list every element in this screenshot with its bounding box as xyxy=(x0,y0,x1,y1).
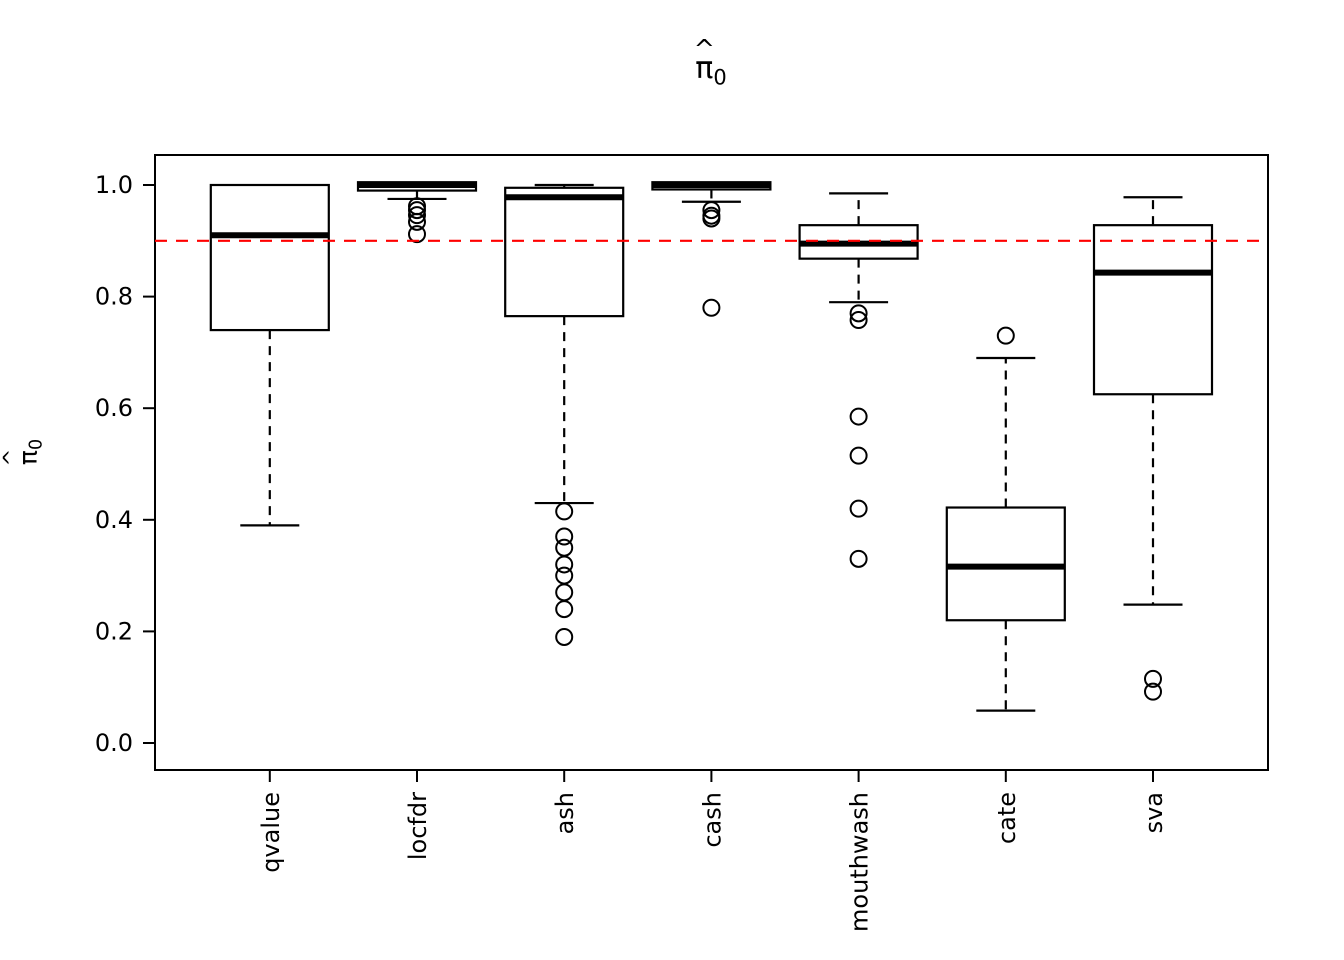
x-tick-label-mouthwash: mouthwash xyxy=(846,792,874,932)
x-axis: qvalue locfdr ash cash mouthwash cate sva xyxy=(257,770,1168,932)
outlier-point xyxy=(702,209,721,228)
y-tick-label: 1.0 xyxy=(95,171,133,199)
boxplot-cash xyxy=(651,181,772,317)
x-tick-label-locfdr: locfdr xyxy=(404,792,432,860)
x-tick-label-sva: sva xyxy=(1140,792,1168,833)
y-tick-label: 0.8 xyxy=(95,283,133,311)
boxplot-sva xyxy=(1092,196,1214,701)
chart-title: ^ π0 xyxy=(694,36,727,90)
outlier-point xyxy=(1144,669,1162,688)
outlier-point xyxy=(849,304,868,323)
pi-symbol: ^ π xyxy=(694,36,715,86)
outlier-point xyxy=(1144,682,1162,701)
pi-symbol: ^ π xyxy=(0,449,42,467)
outlier-point xyxy=(408,225,426,244)
plot-border xyxy=(154,154,1269,771)
outlier-point xyxy=(849,311,868,330)
y-tick-label: 0.2 xyxy=(95,617,133,645)
outlier-point xyxy=(555,555,574,574)
x-tick-label-ash: ash xyxy=(551,792,579,834)
boxplot-locfdr xyxy=(356,181,478,244)
boxplot-mouthwash xyxy=(798,192,919,568)
x-tick-label-cash: cash xyxy=(698,792,726,848)
iqr-box xyxy=(504,186,625,318)
outlier-point xyxy=(408,206,426,225)
boxplot-cate xyxy=(945,326,1066,712)
x-tick-label-qvalue: qvalue xyxy=(257,792,285,873)
outlier-point xyxy=(555,627,574,646)
outlier-point xyxy=(408,201,426,220)
x-tick-label-cate: cate xyxy=(993,792,1021,844)
outlier-point xyxy=(996,326,1015,345)
pi-glyph: π xyxy=(695,51,714,86)
boxplot-qvalue xyxy=(209,183,330,527)
outlier-point xyxy=(702,298,721,317)
y-tick-label: 0.0 xyxy=(95,729,133,757)
subscript-zero: 0 xyxy=(26,438,47,451)
outlier-point xyxy=(408,212,426,231)
hat-accent: ^ xyxy=(693,34,715,65)
outlier-point xyxy=(849,549,868,568)
hat-accent: ^ xyxy=(0,448,25,467)
iqr-box xyxy=(1092,224,1214,396)
outlier-point xyxy=(849,446,868,465)
y-tick-label: 0.6 xyxy=(95,394,133,422)
outlier-point xyxy=(849,407,868,426)
y-axis: 0.0 0.2 0.4 0.6 0.8 1.0 xyxy=(95,171,155,757)
outlier-point xyxy=(702,201,721,220)
outlier-point xyxy=(555,600,574,619)
y-axis-label: ^ π0 xyxy=(0,438,47,467)
subscript-zero: 0 xyxy=(713,65,727,90)
boxplot-ash xyxy=(504,183,625,646)
iqr-box xyxy=(209,183,330,332)
outlier-point xyxy=(849,499,868,518)
outlier-point xyxy=(555,527,574,546)
y-tick-label: 0.4 xyxy=(95,506,133,534)
outlier-point xyxy=(555,502,574,521)
